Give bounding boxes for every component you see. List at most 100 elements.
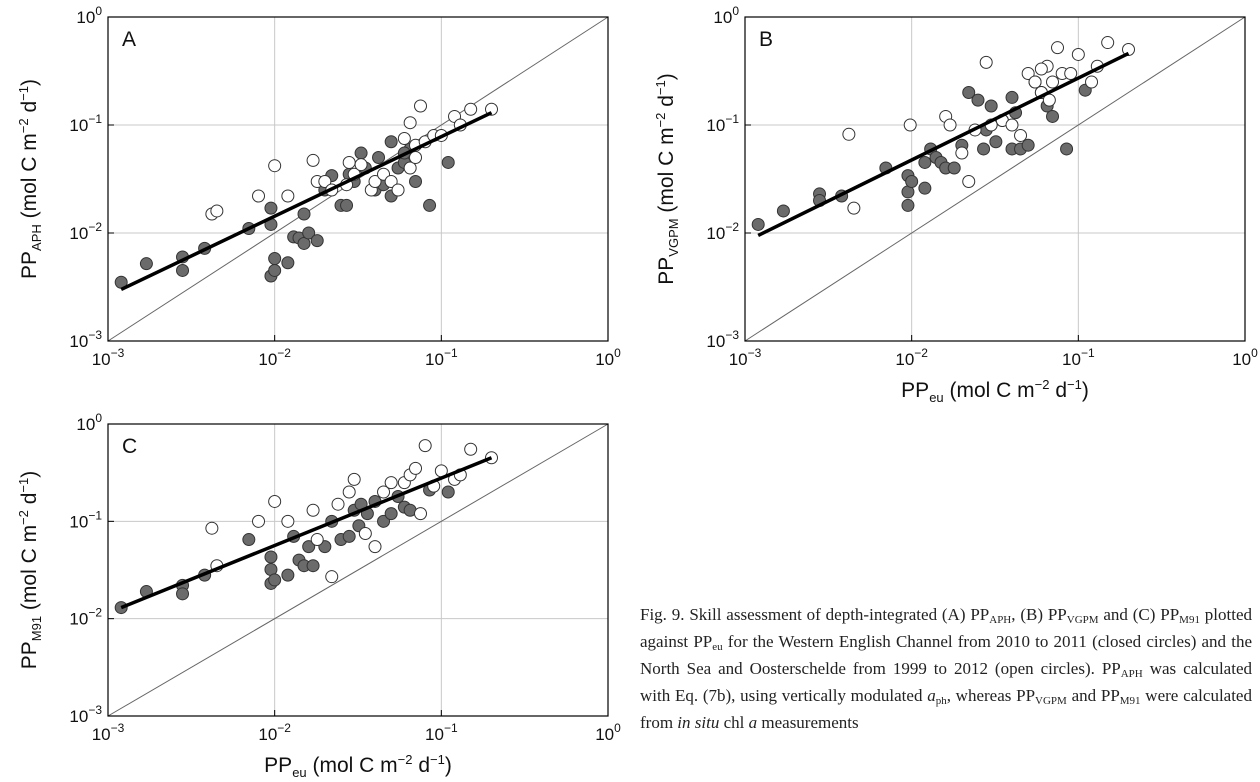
y-tick-label: 100 bbox=[76, 4, 102, 27]
data-point bbox=[268, 252, 282, 266]
data-point bbox=[176, 587, 190, 601]
data-point bbox=[210, 204, 224, 218]
data-point bbox=[403, 161, 417, 175]
y-tick-label-exp: −3 bbox=[88, 703, 102, 717]
data-point bbox=[377, 514, 391, 528]
subscript: APH bbox=[989, 614, 1012, 626]
data-point bbox=[903, 118, 917, 132]
data-point bbox=[464, 102, 478, 116]
caption-text: was calculated with Eq. (7b), using vert… bbox=[640, 659, 1252, 705]
y-tick-label-base: 10 bbox=[69, 707, 88, 726]
data-point bbox=[776, 204, 790, 218]
x-axis-label-part: (mol C m bbox=[307, 754, 398, 777]
data-point bbox=[354, 146, 368, 160]
data-point bbox=[984, 99, 998, 113]
y-tick-label-base: 10 bbox=[69, 332, 88, 351]
identity-line bbox=[744, 16, 1246, 342]
data-point bbox=[268, 159, 282, 173]
data-point bbox=[414, 99, 428, 113]
x-tick-label-exp: −3 bbox=[111, 721, 125, 735]
x-tick-label: 100 bbox=[1232, 346, 1258, 369]
y-axis-label-part: ) bbox=[18, 471, 41, 478]
data-point bbox=[325, 570, 339, 584]
y-tick-label: 100 bbox=[713, 4, 739, 27]
caption: Fig. 9. Skill assessment of depth-integr… bbox=[640, 604, 1252, 734]
data-point bbox=[977, 142, 991, 156]
y-axis-label-part: PP bbox=[18, 251, 41, 279]
fit-line bbox=[120, 456, 493, 610]
x-tick-label: 10−3 bbox=[92, 721, 125, 744]
x-tick-label-exp: −2 bbox=[914, 346, 928, 360]
data-point bbox=[377, 485, 391, 499]
y-tick-label-base: 10 bbox=[76, 8, 95, 27]
x-tick-label-base: 10 bbox=[258, 725, 277, 744]
data-point bbox=[409, 151, 423, 165]
x-tick-label: 10−3 bbox=[92, 346, 125, 369]
data-point bbox=[342, 155, 356, 169]
y-axis-label-part: PP bbox=[18, 641, 41, 669]
y-tick-label: 10−2 bbox=[69, 606, 102, 629]
y-tick-label-base: 10 bbox=[69, 116, 88, 135]
y-tick-label-exp: 0 bbox=[95, 4, 102, 18]
subscript: M91 bbox=[1179, 614, 1200, 626]
subscript: APH bbox=[1120, 668, 1143, 680]
data-point bbox=[409, 461, 423, 475]
y-axis-label-part: (mol C m bbox=[18, 525, 41, 616]
subscript: M91 bbox=[1119, 695, 1141, 707]
y-axis-label-part: M91 bbox=[29, 616, 44, 641]
y-axis-label: PPVGPM (mol C m−2 d−1) bbox=[653, 73, 681, 284]
x-tick-label-base: 10 bbox=[1062, 350, 1081, 369]
x-tick-label-base: 10 bbox=[729, 350, 748, 369]
data-point bbox=[1046, 75, 1060, 89]
plot-frame bbox=[107, 423, 609, 717]
y-tick-label-base: 10 bbox=[69, 512, 88, 531]
data-point bbox=[384, 507, 398, 521]
data-point bbox=[391, 183, 405, 197]
data-point bbox=[943, 118, 957, 132]
y-axis-label-part: (mol C m bbox=[18, 133, 41, 224]
y-axis-label-part: APH bbox=[29, 224, 44, 251]
y-tick-label-base: 10 bbox=[69, 224, 88, 243]
italic: in situ bbox=[677, 713, 720, 732]
data-point bbox=[1071, 47, 1085, 61]
caption-text: , (B) PP bbox=[1011, 605, 1067, 624]
data-point bbox=[306, 559, 320, 573]
y-tick-label-base: 10 bbox=[706, 332, 725, 351]
data-point bbox=[1122, 43, 1136, 57]
x-axis-label-part: −2 bbox=[1035, 377, 1050, 392]
y-tick-label-base: 10 bbox=[706, 116, 725, 135]
data-point bbox=[1101, 36, 1115, 50]
y-tick-label: 10−1 bbox=[69, 112, 102, 135]
x-axis-label-part: d bbox=[1049, 379, 1067, 402]
y-axis-label: PPM91 (mol C m−2 d−1) bbox=[16, 471, 44, 669]
y-tick-label: 10−1 bbox=[706, 112, 739, 135]
data-point bbox=[1005, 118, 1019, 132]
panel-label: C bbox=[122, 435, 137, 458]
x-axis-label-part: PP bbox=[901, 379, 929, 402]
caption-text: plotted against PP bbox=[640, 605, 1252, 651]
y-axis-label-part: −1 bbox=[16, 86, 31, 101]
x-tick-label-exp: −1 bbox=[444, 721, 458, 735]
x-tick-label-exp: 0 bbox=[614, 346, 621, 360]
y-tick-label: 10−2 bbox=[69, 220, 102, 243]
data-point bbox=[918, 181, 932, 195]
data-point bbox=[368, 540, 382, 554]
data-point bbox=[441, 485, 455, 499]
data-point bbox=[971, 93, 985, 107]
data-point bbox=[205, 521, 219, 535]
caption-text: and PP bbox=[1066, 686, 1120, 705]
x-tick-label-base: 10 bbox=[895, 350, 914, 369]
data-point bbox=[947, 161, 961, 175]
x-tick-label-base: 10 bbox=[425, 350, 444, 369]
data-point bbox=[310, 234, 324, 248]
data-point bbox=[1046, 109, 1060, 123]
x-tick-label-base: 10 bbox=[425, 725, 444, 744]
data-point bbox=[310, 533, 324, 547]
data-point bbox=[347, 472, 361, 486]
data-point bbox=[297, 207, 311, 221]
x-axis-label: PPeu (mol C m−2 d−1) bbox=[264, 752, 452, 780]
y-axis-label-part: −2 bbox=[16, 510, 31, 525]
data-point bbox=[1028, 75, 1042, 89]
data-point bbox=[901, 198, 915, 212]
y-tick-label-exp: −1 bbox=[88, 112, 102, 126]
